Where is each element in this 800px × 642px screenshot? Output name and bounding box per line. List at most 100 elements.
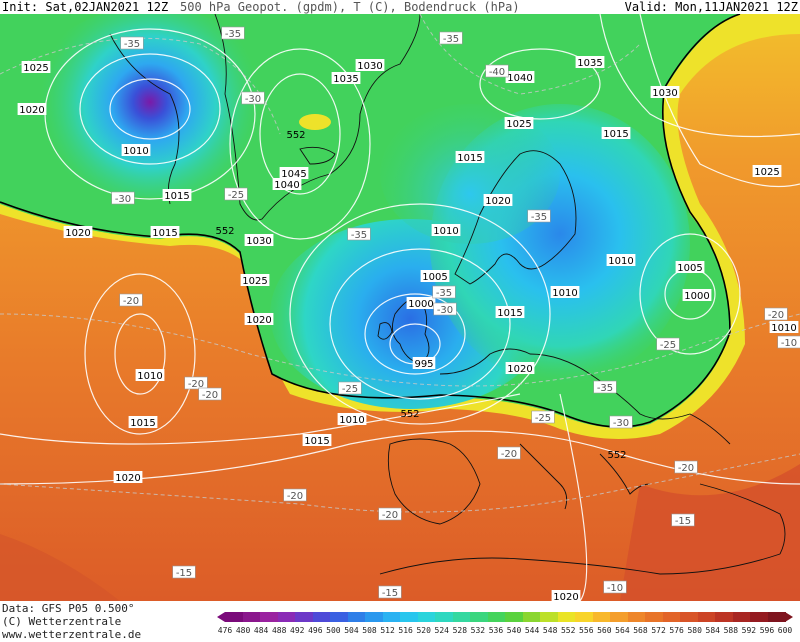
temperature-label-text: -20 <box>287 491 303 502</box>
isobar-label: 1010 <box>550 286 580 299</box>
data-source-text: Data: GFS P05 0.500° <box>2 602 135 615</box>
iberia-coast <box>387 438 481 525</box>
colorbar-tick-label: 512 <box>380 626 395 635</box>
temperature-label: -20 <box>674 460 698 474</box>
isobar-label-text: 1010 <box>771 323 796 334</box>
isobar-label-text: 1020 <box>246 315 271 326</box>
temperature-label: -35 <box>432 285 456 299</box>
isobar-label: 1045 <box>279 167 309 180</box>
isobar-label: 1015 <box>162 189 192 202</box>
colorbar-tick-label: 528 <box>452 626 468 635</box>
colorbar-segment <box>715 612 733 622</box>
colorbar-segment <box>575 612 593 622</box>
isobar-label-text: 1020 <box>115 473 140 484</box>
temperature-label-text: -35 <box>443 34 459 45</box>
colorbar-tick-label: 520 <box>416 626 431 635</box>
isobar-label: 1015 <box>455 151 485 164</box>
chart-header: Init: Sat,02JAN2021 12Z 500 hPa Geopot. … <box>0 0 800 14</box>
geopotential-label-text: 552 <box>607 450 626 461</box>
isobar-label: 1010 <box>769 321 799 334</box>
temperature-label-text: -30 <box>245 94 261 105</box>
isobar-label-text: 1005 <box>677 263 702 274</box>
colorbar-left-cap <box>217 612 225 622</box>
isobar-label: 1005 <box>675 261 705 274</box>
temperature-label: -10 <box>777 335 800 349</box>
colorbar-segment <box>557 612 576 622</box>
temperature-label: -25 <box>338 381 362 395</box>
colorbar-segment <box>627 612 646 622</box>
temperature-label: -15 <box>671 513 695 527</box>
isobar-label: 1010 <box>337 413 367 426</box>
temperature-label-text: -25 <box>228 190 244 201</box>
isobar-label-text: 1010 <box>433 226 458 237</box>
isobar-label: 1010 <box>121 144 151 157</box>
temperature-label-text: -20 <box>768 310 784 321</box>
colorbar-tick-label: 536 <box>488 626 504 635</box>
isobar-label: 1025 <box>240 274 270 287</box>
colorbar-segment <box>522 612 541 622</box>
init-time: Init: Sat,02JAN2021 12Z <box>2 0 169 14</box>
colorbar-segment <box>277 612 296 622</box>
colorbar-ticks: 476 480 484 488 492 496 500 504 508 512 516 520 524 5… <box>218 626 792 638</box>
temperature-label-text: -30 <box>613 418 629 429</box>
geopotential-labels: 552 552 552 552 <box>215 130 626 461</box>
weather-map: 1025 1020 1010 1015 1020 1015 1030 1025 1020 1035… <box>0 14 800 601</box>
temperature-labels: -35 -35 -30 -30 -25 -35 -40 -35 -35 -35 -30 -25 -25 -… <box>111 26 800 599</box>
geopotential-label: 552 <box>286 130 305 141</box>
geopotential-label-text: 552 <box>286 130 305 141</box>
colorbar-segment <box>505 612 523 622</box>
colorbar-segment <box>487 612 506 622</box>
isobar-label-text: 1010 <box>123 146 148 157</box>
isobar-label-text: 1015 <box>497 308 522 319</box>
temperature-label: -25 <box>531 410 555 424</box>
isobar-label: 1035 <box>575 56 605 69</box>
colorbar-segment <box>242 612 261 622</box>
geopotential-label: 552 <box>607 450 626 461</box>
chart-footer: Data: GFS P05 0.500° (C) Wetterzentrale … <box>0 601 800 642</box>
isobar-label: 1015 <box>150 226 180 239</box>
colorbar-segment <box>470 612 488 622</box>
colorbar-tick-label: 572 <box>651 626 666 635</box>
turkey-coast <box>699 483 786 555</box>
temperature-label-text: -40 <box>489 67 505 78</box>
isobar-label-text: 1015 <box>304 436 329 447</box>
colorbar-tick-label: 584 <box>705 626 720 635</box>
temperature-label-text: -25 <box>342 384 358 395</box>
isobar-label: 1010 <box>606 254 636 267</box>
temperature-label-text: -20 <box>501 449 517 460</box>
temperature-label-text: -25 <box>660 340 676 351</box>
temperature-label: -20 <box>283 488 307 502</box>
product-title: 500 hPa Geopot. (gpdm), T (C), Bodendruc… <box>180 0 520 14</box>
colorbar-segment <box>645 612 663 622</box>
temperature-label-text: -35 <box>436 288 452 299</box>
isobar-label-text: 1030 <box>357 61 382 72</box>
colorbar-tick-label: 564 <box>615 626 630 635</box>
temperature-label-text: -20 <box>188 379 204 390</box>
colorbar-segment <box>680 612 698 622</box>
isobar-label-text: 1020 <box>65 228 90 239</box>
isobar-label: 1020 <box>113 471 143 484</box>
colorbar-segment <box>452 612 471 622</box>
isobar-label: 1020 <box>63 226 93 239</box>
isobar-label-text: 1000 <box>684 291 709 302</box>
geopotential-label: 552 <box>215 226 234 237</box>
isobar-label: 1020 <box>483 194 513 207</box>
temperature-label-text: -35 <box>597 383 613 394</box>
colorbar-tick-label: 576 <box>669 626 684 635</box>
colorbar-tick-label: 524 <box>434 626 449 635</box>
colorbar-segment <box>767 612 786 622</box>
isobar-label: 1025 <box>752 165 782 178</box>
italy-coast <box>519 443 568 510</box>
greenland-coast <box>214 14 421 221</box>
isobar-label: 1040 <box>505 71 535 84</box>
geopotential-label: 552 <box>400 409 419 420</box>
isobar-label-text: 1020 <box>553 592 578 601</box>
temperature-label-text: -30 <box>115 194 131 205</box>
temperature-label: -15 <box>172 565 196 579</box>
isobar-label: 1020 <box>551 590 581 601</box>
temperature-label: -10 <box>603 580 627 594</box>
temperature-label-text: -20 <box>382 510 398 521</box>
isobar-label: 1000 <box>406 297 436 310</box>
colorbar-tick-label: 556 <box>579 626 594 635</box>
